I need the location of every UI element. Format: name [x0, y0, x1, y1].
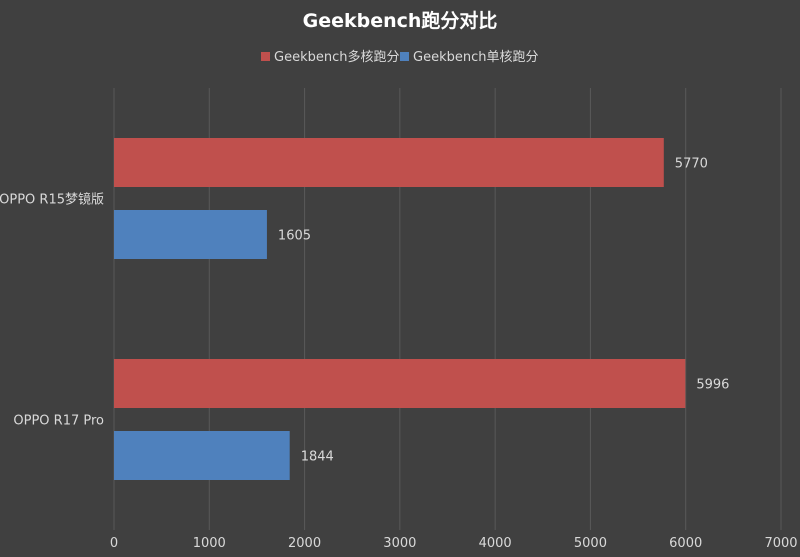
bar-multicore	[114, 359, 686, 408]
x-tick-label: 1000	[193, 536, 226, 551]
x-tick-label: 2000	[288, 536, 321, 551]
data-label: 5996	[696, 378, 729, 393]
category-label: OPPO R15梦镜版	[0, 193, 104, 208]
bar-multicore	[114, 138, 664, 187]
chart-title: Geekbench跑分对比	[303, 9, 498, 32]
category-labels: OPPO R15梦镜版 OPPO R17 Pro	[0, 193, 104, 429]
bar-singlecore	[114, 210, 267, 259]
category-label: OPPO R17 Pro	[13, 414, 104, 429]
legend: Geekbench多核跑分 Geekbench单核跑分	[261, 49, 538, 65]
x-axis-ticks: 0 1000 2000 3000 4000 5000 6000 7000	[110, 536, 798, 551]
data-label: 1844	[301, 450, 334, 465]
legend-swatch-singlecore	[400, 52, 409, 61]
legend-label-singlecore: Geekbench单核跑分	[413, 50, 538, 65]
data-label: 1605	[278, 229, 311, 244]
x-tick-label: 0	[110, 536, 118, 551]
x-tick-label: 6000	[669, 536, 702, 551]
bars: 5770 1605 5996 1844	[114, 138, 729, 480]
x-tick-label: 5000	[574, 536, 607, 551]
x-tick-label: 3000	[383, 536, 416, 551]
data-label: 5770	[675, 157, 708, 172]
legend-swatch-multicore	[261, 52, 270, 61]
x-tick-label: 7000	[764, 536, 797, 551]
legend-label-multicore: Geekbench多核跑分	[274, 49, 399, 65]
bar-singlecore	[114, 431, 290, 480]
x-tick-label: 4000	[479, 536, 512, 551]
